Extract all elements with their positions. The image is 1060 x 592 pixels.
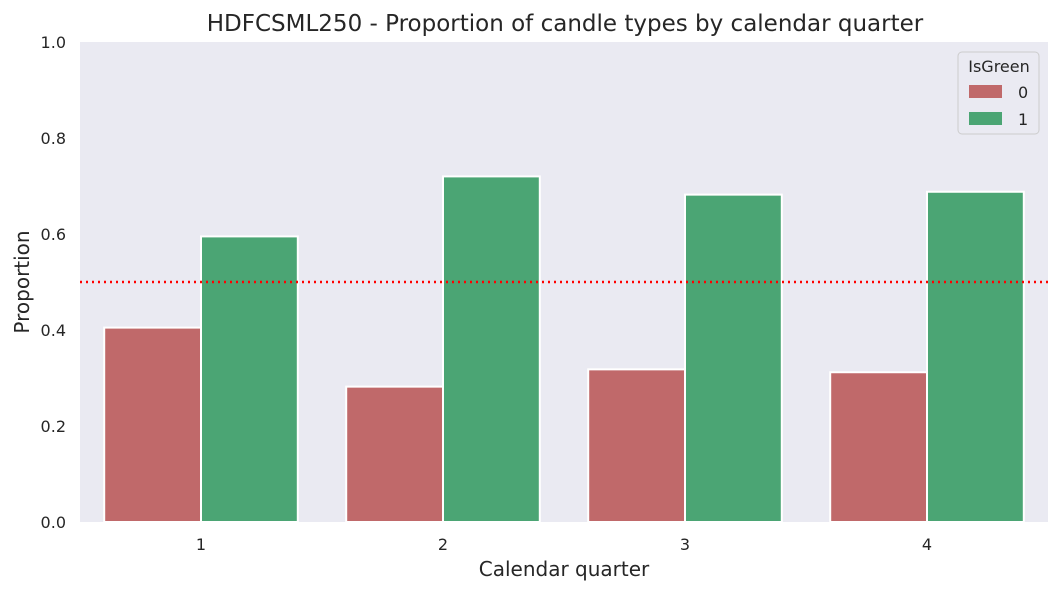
y-tick-label: 1.0: [41, 33, 66, 52]
legend-swatch-1: [969, 112, 1002, 125]
bar-q3-isgreen-1: [684, 193, 783, 523]
y-axis-label: Proportion: [10, 230, 34, 333]
legend-label-1: 1: [1018, 110, 1028, 129]
y-tick-label: 0.4: [41, 321, 66, 340]
x-tick-label: 3: [680, 535, 690, 554]
x-axis-ticks: 1 2 3 4: [196, 535, 932, 554]
legend-items: 01: [969, 83, 1028, 129]
bar-q2-isgreen-1: [442, 175, 541, 523]
legend: IsGreen 01: [957, 51, 1040, 135]
bar-q4-isgreen-0: [829, 371, 929, 523]
x-tick-label: 2: [438, 535, 448, 554]
bar-q1-isgreen-0: [103, 326, 202, 523]
bar-q3-isgreen-0: [587, 368, 687, 523]
chart-title: HDFCSML250 - Proportion of candle types …: [207, 11, 924, 37]
x-tick-label: 1: [196, 535, 206, 554]
y-tick-label: 0.0: [41, 513, 66, 532]
legend-swatch-0: [969, 85, 1002, 98]
x-axis-label: Calendar quarter: [479, 557, 650, 581]
legend-label-0: 0: [1018, 83, 1028, 102]
x-tick-label: 4: [922, 535, 932, 554]
bars: [103, 175, 1025, 524]
y-axis-ticks: 0.0 0.2 0.4 0.6 0.8 1.0: [41, 33, 66, 532]
legend-title: IsGreen: [968, 57, 1030, 76]
y-tick-label: 0.2: [41, 417, 66, 436]
y-tick-label: 0.6: [41, 225, 66, 244]
bar-q4-isgreen-1: [926, 190, 1025, 523]
y-tick-label: 0.8: [41, 129, 66, 148]
bar-q2-isgreen-0: [345, 385, 445, 524]
bar-q1-isgreen-1: [200, 235, 299, 523]
